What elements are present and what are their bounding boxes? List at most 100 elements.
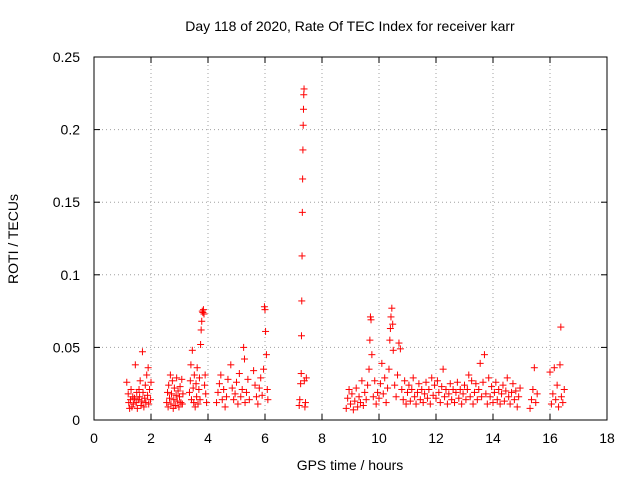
data-point-marker bbox=[526, 404, 534, 412]
data-point-marker bbox=[510, 396, 518, 404]
data-point-marker bbox=[441, 393, 449, 401]
data-point-marker bbox=[141, 394, 149, 402]
x-tick-label: 10 bbox=[371, 430, 387, 446]
data-point-marker bbox=[402, 400, 410, 408]
data-point-marker bbox=[124, 390, 132, 398]
data-point-marker bbox=[250, 367, 258, 375]
data-point-marker bbox=[164, 403, 172, 411]
data-point-marker bbox=[344, 394, 352, 402]
data-point-marker bbox=[301, 399, 309, 407]
data-point-marker bbox=[257, 374, 265, 382]
data-point-marker bbox=[431, 381, 439, 389]
data-point-marker bbox=[345, 386, 353, 394]
data-point-marker bbox=[176, 393, 183, 401]
data-point-marker bbox=[480, 351, 488, 359]
data-point-marker bbox=[513, 403, 521, 411]
data-point-marker bbox=[455, 394, 463, 402]
data-point-marker bbox=[547, 400, 555, 408]
data-point-marker bbox=[458, 400, 466, 408]
data-point-marker bbox=[146, 396, 154, 404]
data-point-marker bbox=[549, 390, 557, 398]
data-point-marker bbox=[244, 375, 252, 383]
data-point-marker bbox=[234, 400, 242, 408]
data-point-marker bbox=[555, 403, 563, 411]
data-point-marker bbox=[490, 388, 498, 396]
data-point-marker bbox=[459, 390, 467, 398]
data-point-marker bbox=[166, 371, 174, 379]
data-point-marker bbox=[387, 313, 395, 321]
data-point-marker bbox=[197, 326, 205, 334]
tick-labels: 0 2 4 6 8 10 12 14 16 18 0 0.05 0.1 0.15 0.2 0.25 bbox=[53, 49, 615, 446]
data-point-marker bbox=[347, 400, 354, 408]
data-point-marker bbox=[438, 383, 446, 391]
data-point-marker bbox=[139, 388, 147, 396]
data-point-marker bbox=[224, 375, 232, 383]
data-point-marker bbox=[254, 400, 262, 408]
data-point-marker bbox=[245, 396, 253, 404]
data-point-marker bbox=[375, 394, 383, 402]
data-point-marker bbox=[422, 378, 430, 386]
data-point-marker bbox=[503, 374, 511, 382]
data-point-marker bbox=[379, 390, 387, 398]
data-point-marker bbox=[499, 381, 507, 389]
data-point-marker bbox=[398, 386, 406, 394]
data-point-marker bbox=[262, 351, 270, 359]
data-point-marker bbox=[442, 386, 450, 394]
data-point-marker bbox=[215, 380, 223, 388]
chart-title: Day 118 of 2020, Rate Of TEC Index for r… bbox=[185, 18, 515, 34]
data-point-marker bbox=[164, 388, 172, 396]
data-point-marker bbox=[227, 361, 235, 369]
data-point-marker bbox=[404, 388, 411, 396]
data-point-marker bbox=[135, 386, 143, 394]
data-point-marker bbox=[131, 361, 139, 369]
data-point-marker bbox=[365, 365, 373, 373]
data-point-marker bbox=[136, 393, 144, 401]
data-point-marker bbox=[451, 399, 459, 407]
data-point-marker bbox=[188, 346, 196, 354]
data-point-marker bbox=[374, 388, 382, 396]
data-point-marker bbox=[362, 396, 370, 404]
data-point-marker bbox=[395, 339, 403, 347]
x-tick-label: 16 bbox=[542, 430, 558, 446]
data-point-marker bbox=[389, 346, 397, 354]
data-point-marker bbox=[406, 397, 414, 405]
x-tick-label: 4 bbox=[204, 430, 212, 446]
x-axis-label: GPS time / hours bbox=[297, 457, 404, 473]
data-point-marker bbox=[468, 377, 476, 385]
data-point-marker bbox=[408, 386, 416, 394]
data-point-marker bbox=[506, 400, 514, 408]
plot-frame bbox=[93, 56, 608, 421]
data-point-marker bbox=[258, 391, 266, 399]
data-point-marker bbox=[190, 399, 198, 407]
data-point-marker bbox=[299, 146, 307, 154]
data-point-marker bbox=[478, 393, 486, 401]
data-point-marker bbox=[144, 364, 152, 372]
data-point-marker bbox=[192, 380, 200, 388]
data-point-marker bbox=[128, 403, 136, 411]
data-point-marker bbox=[233, 378, 240, 386]
data-point-marker bbox=[475, 386, 483, 394]
data-point-marker bbox=[412, 400, 420, 408]
data-point-marker bbox=[470, 388, 478, 396]
data-point-marker bbox=[466, 393, 474, 401]
data-point-marker bbox=[196, 396, 204, 404]
data-point-marker bbox=[359, 401, 367, 409]
data-point-marker bbox=[194, 400, 202, 408]
data-point-marker bbox=[355, 393, 363, 401]
data-point-marker bbox=[299, 175, 307, 183]
data-point-marker bbox=[416, 396, 424, 404]
data-point-marker bbox=[137, 401, 145, 409]
data-point-marker bbox=[493, 396, 501, 404]
data-point-marker bbox=[399, 396, 407, 404]
x-tick-label: 14 bbox=[485, 430, 501, 446]
data-point-marker bbox=[476, 359, 484, 367]
x-tick-label: 12 bbox=[428, 430, 444, 446]
data-point-marker bbox=[242, 388, 250, 396]
data-point-marker bbox=[443, 400, 451, 408]
data-point-marker bbox=[173, 397, 181, 405]
data-point-marker bbox=[385, 365, 393, 373]
data-point-marker bbox=[133, 404, 141, 412]
data-point-marker bbox=[238, 386, 246, 394]
data-point-marker bbox=[189, 384, 197, 392]
data-point-marker bbox=[361, 388, 369, 396]
